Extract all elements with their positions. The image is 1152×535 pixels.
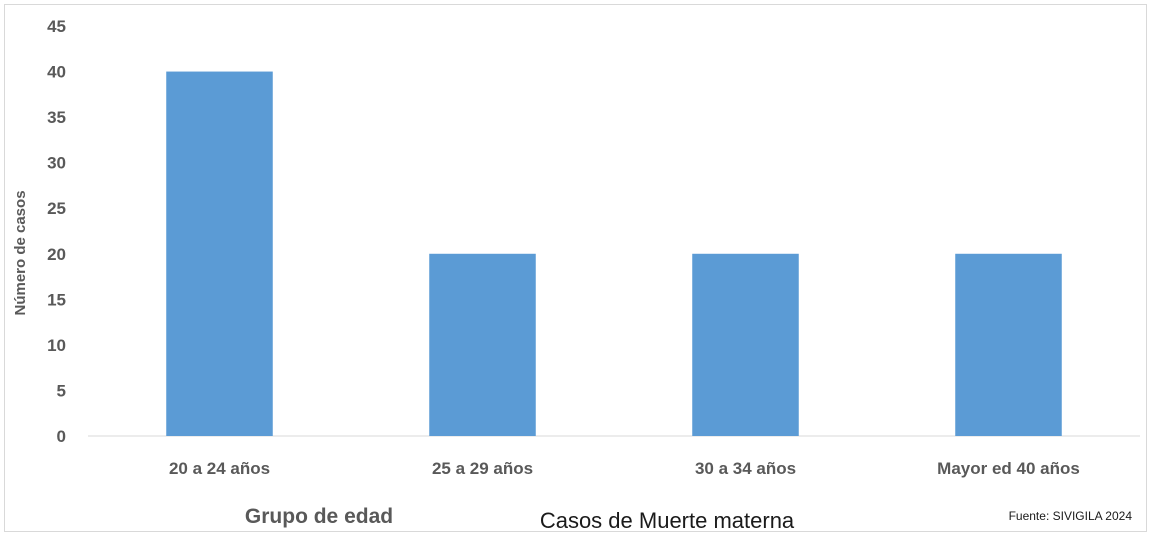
y-tick-label: 15 — [47, 290, 66, 309]
y-tick-label: 45 — [47, 17, 66, 36]
chart-title: Casos de Muerte materna — [540, 508, 795, 533]
y-axis-label: Número de casos — [12, 190, 29, 315]
y-tick-label: 25 — [47, 199, 66, 218]
y-tick-label: 30 — [47, 154, 66, 173]
y-tick-label: 10 — [47, 336, 66, 355]
y-tick-label: 5 — [57, 381, 66, 400]
source-note: Fuente: SIVIGILA 2024 — [1009, 509, 1133, 523]
bar — [692, 253, 799, 436]
x-tick-label: 30 a 34 años — [695, 459, 796, 478]
bar — [429, 253, 536, 436]
y-tick-label: 20 — [47, 245, 66, 264]
bar — [955, 253, 1062, 436]
x-tick-label: 20 a 24 años — [169, 459, 270, 478]
x-tick-label: Mayor ed 40 años — [937, 459, 1080, 478]
x-tick-label: 25 a 29 años — [432, 459, 533, 478]
x-axis-tick-labels: 20 a 24 años 25 a 29 años 30 a 34 años Mayo… — [169, 459, 1080, 478]
y-tick-label: 35 — [47, 108, 66, 127]
y-axis-ticks: 0 5 10 15 20 25 30 35 40 45 — [47, 17, 66, 446]
y-tick-label: 0 — [57, 427, 66, 446]
bars — [166, 71, 1062, 437]
y-tick-label: 40 — [47, 63, 66, 82]
x-axis-label: Grupo de edad — [245, 505, 393, 528]
bar — [166, 71, 273, 437]
